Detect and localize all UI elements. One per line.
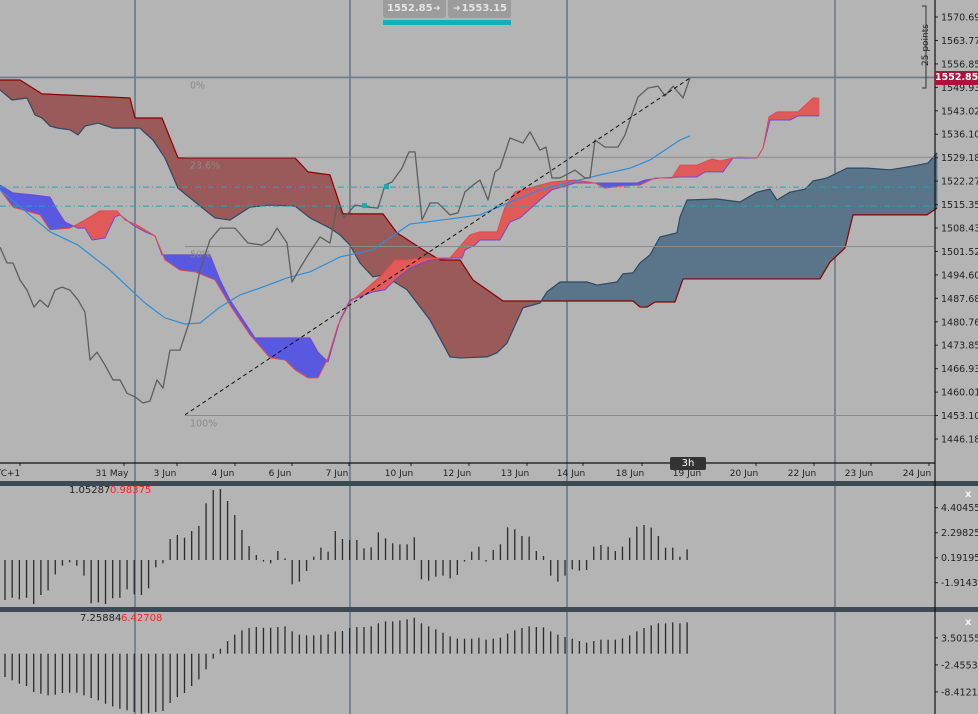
time-tick-label: 23 Jun [845,469,873,479]
time-tick-label: 6 Jun [269,469,292,479]
measure-bracket [922,5,927,89]
price-tick-label: 1480.76 [941,317,978,328]
time-tick-label: 19 Jun [673,469,701,479]
time-tick-label: TC+1 [0,469,20,479]
price-tick-label: 1570.69 [941,13,978,24]
price-tick-label: 1460.01 [941,388,978,399]
osc-tick-label: 0.19195 [941,553,978,564]
fib-level-label: 100% [190,419,217,430]
osc-tick-label: -8.41215 [941,687,978,698]
price-tick-label: 1556.85 [941,59,978,70]
osc2-readout-main: 7.25884 [80,613,122,624]
osc-tick-label: -2.45530 [941,660,978,671]
time-tick-label: 18 Jun [616,469,644,479]
price-tick-label: 1446.18 [941,434,978,445]
price-tick-label: 1473.85 [941,341,978,352]
arrow-right-icon: ➜ [433,4,441,14]
fib-level-label: 23.6% [190,160,220,171]
price-tick-label: 1536.10 [941,130,978,141]
osc2-readout-signal: 6.42708 [121,613,163,624]
osc-tick-label: 4.40455 [941,503,978,514]
tenkan-kijun-fill-segment [818,98,820,116]
sell-button[interactable]: 1552.85 ➜ [383,0,446,18]
senkou-span-a-line [0,89,938,359]
fib-level-label: 50% [190,250,211,261]
close-panel-icon[interactable]: x [965,617,972,628]
time-tick-label: 13 Jun [501,469,529,479]
price-tick-label: 1515.35 [941,200,978,211]
arrow-right-icon: ➜ [453,4,461,14]
time-tick-label: 7 Jun [326,469,349,479]
price-tick-label: 1494.60 [941,270,978,281]
fib-level-label: 0% [190,80,205,91]
price-tick-label: 1543.02 [941,106,978,117]
osc1-readout-signal: 0.98375 [110,485,152,496]
price-tick-label: 1453.10 [941,411,978,422]
main-price-panel[interactable]: 0% 23.6% 50% 100% [0,0,938,714]
price-axis[interactable]: 1570.69 1563.77 1556.85 1549.93 1543.02 1536.… [935,13,978,446]
bid-price: 1552.85 [387,3,433,14]
price-tick-label: 1501.52 [941,247,978,258]
osc-tick-label: 2.29825 [941,528,978,539]
signal-marker [384,184,389,190]
oscillator-panel-2[interactable]: 3.50155 -2.45530 -8.41215 [4,617,978,714]
time-tick-label: 20 Jun [730,469,758,479]
price-tick-label: 1563.77 [941,36,978,47]
osc-tick-label: 3.50155 [941,633,978,644]
kijun-line [0,115,819,363]
time-tick-label: 10 Jun [385,469,413,479]
price-tick-label: 1466.93 [941,364,978,375]
panel-splitter[interactable] [0,481,978,486]
panel-splitter[interactable] [0,607,978,612]
current-price-tag: 1552.85 [935,71,978,85]
measure-label: 25 points [920,24,931,66]
price-tick-label: 1529.18 [941,153,978,164]
price-tick-label: 1549.93 [941,83,978,94]
osc-tick-label: -1.91435 [941,578,978,589]
osc1-readout-main: 1.05287 [69,485,111,496]
time-tick-label: 24 Jun [903,469,931,479]
time-tick-label: 14 Jun [557,469,585,479]
spread-indicator [383,20,511,25]
close-panel-icon[interactable]: x [965,489,972,500]
time-tick-label: 3 Jun [154,469,177,479]
time-tick-label: 31 May [96,469,130,479]
moving-average-line [0,135,691,325]
price-tick-label: 1487.68 [941,294,978,305]
time-tick-label: 22 Jun [788,469,816,479]
oscillator-panel-1[interactable]: 4.40455 2.29825 0.19195 -1.91435 [4,488,978,605]
price-tick-label: 1508.43 [941,224,978,235]
time-tick-label: 12 Jun [443,469,471,479]
close-price-line [0,77,691,404]
ask-price: 1553.15 [461,3,507,14]
signal-marker [362,203,367,209]
time-tick-label: 4 Jun [212,469,235,479]
senkou-span-b-line [0,79,938,308]
tenkan-line [0,97,820,379]
trendline[interactable] [184,77,691,416]
price-tick-label: 1522.27 [941,177,978,188]
time-axis[interactable]: TC+1 31 May 3 Jun 4 Jun 6 Jun 7 Jun 10 Jun 12 J… [0,463,931,479]
buy-button[interactable]: ➜ 1553.15 [448,0,511,18]
timeframe-badge[interactable]: 3h [670,457,706,470]
